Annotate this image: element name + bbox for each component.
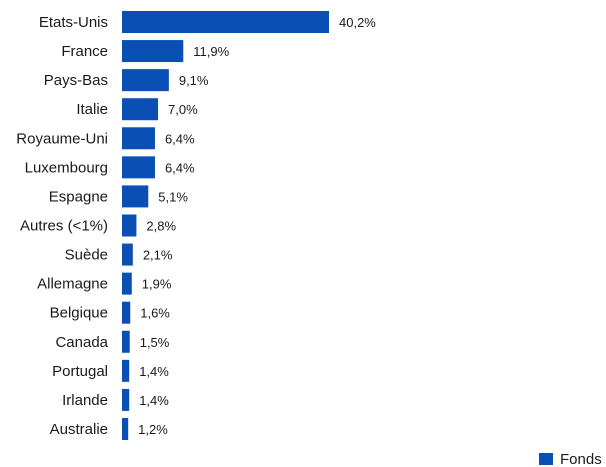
category-label: Irlande [62, 392, 108, 409]
value-label: 9,1% [179, 73, 209, 88]
bar [122, 243, 133, 266]
bar [122, 214, 137, 237]
bar [122, 98, 159, 121]
legend: Fonds [539, 451, 602, 467]
value-label: 11,9% [193, 44, 229, 59]
category-label: Allemagne [37, 276, 108, 293]
value-label: 1,6% [140, 306, 170, 321]
value-label: 2,1% [143, 248, 173, 263]
value-label: 40,2% [339, 15, 376, 30]
value-label: 1,2% [138, 422, 168, 437]
value-label: 1,4% [139, 364, 169, 379]
category-label: Royaume-Uni [16, 130, 108, 147]
value-label: 2,8% [146, 218, 176, 233]
value-label: 5,1% [158, 189, 188, 204]
bar [122, 272, 132, 295]
category-label: Suède [65, 247, 108, 264]
value-label: 1,9% [142, 277, 172, 292]
bar [122, 417, 129, 440]
value-label: 6,4% [165, 160, 195, 175]
category-label: Autres (<1%) [20, 217, 108, 234]
bar [122, 359, 130, 382]
bars [122, 11, 329, 440]
bar [122, 127, 155, 150]
value-label: 1,4% [139, 393, 169, 408]
category-label: France [61, 43, 108, 60]
category-label: Canada [55, 334, 108, 351]
category-label: Australie [50, 421, 108, 438]
category-labels: Etats-Unis France Pays-Bas Italie Royaume-Un… [16, 14, 108, 438]
category-label: Luxembourg [25, 159, 108, 176]
legend-swatch [539, 453, 553, 465]
bar [122, 11, 329, 33]
category-label: Portugal [52, 363, 108, 380]
value-label: 7,0% [168, 102, 198, 117]
value-labels: 40,2% 11,9% 9,1% 7,0% 6,4% 6,4% 5,1% 2,8% 2,1% 1,… [138, 15, 376, 437]
value-label: 6,4% [165, 131, 195, 146]
category-label: Belgique [50, 305, 108, 322]
bar [122, 156, 155, 179]
category-label: Italie [76, 101, 108, 118]
bar [122, 301, 131, 324]
category-label: Etats-Unis [39, 14, 108, 31]
bar [122, 40, 184, 63]
bar [122, 185, 149, 208]
legend-label: Fonds [560, 451, 602, 467]
bar [122, 69, 169, 92]
category-label: Pays-Bas [44, 72, 108, 89]
value-label: 1,5% [140, 335, 170, 350]
bar [122, 388, 130, 411]
bar [122, 330, 130, 353]
category-label: Espagne [49, 188, 108, 205]
